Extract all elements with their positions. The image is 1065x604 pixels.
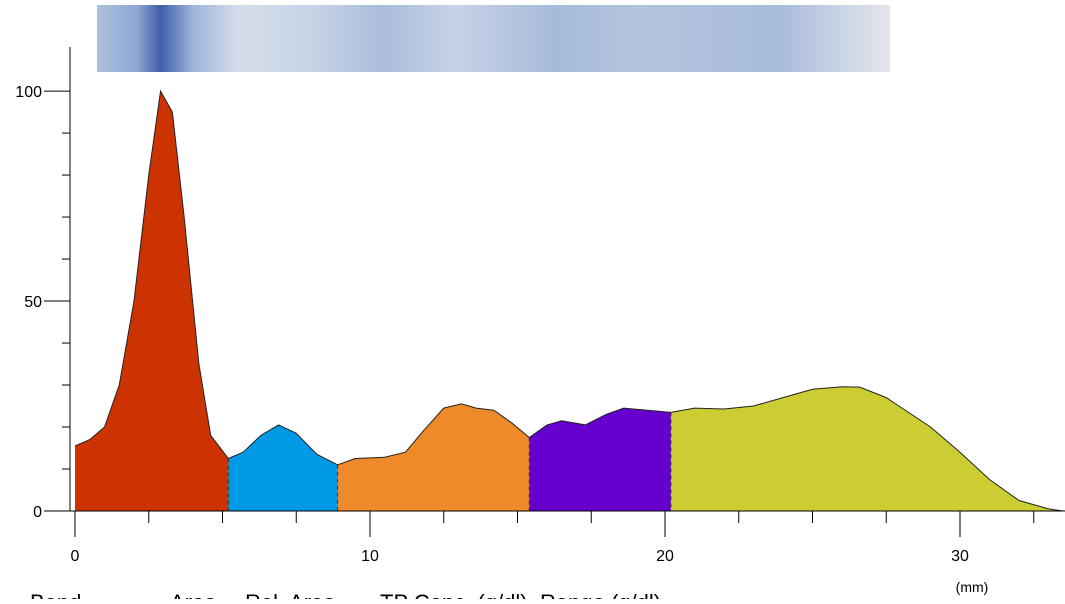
band-outline: [74, 89, 229, 459]
band-outline: [337, 403, 530, 466]
table-column-header: Band: [30, 590, 81, 599]
band-area: [75, 91, 229, 511]
band-outline: [670, 386, 1064, 512]
x-tick-label: 20: [656, 548, 674, 565]
band-area: [337, 403, 530, 511]
table-column-header: Range (g/dl): [540, 590, 661, 599]
table-column-header: TP Conc. (g/dl): [380, 590, 528, 599]
x-axis-label: (mm): [956, 579, 989, 595]
table-column-header: Area: [170, 590, 217, 599]
gel-image: [97, 5, 890, 72]
table-column-header: Rel. Area: [245, 590, 336, 599]
x-tick-label: 30: [951, 548, 969, 565]
y-tick-label: 100: [15, 84, 42, 101]
x-tick-label: 0: [71, 548, 80, 565]
y-tick-label: 50: [24, 294, 42, 311]
y-tick-label: 0: [33, 504, 42, 521]
plot: 0 50 100 0 10 20 30: [15, 47, 1065, 565]
band-outline: [529, 407, 671, 438]
x-tick-label: 10: [361, 548, 379, 565]
band-area: [228, 424, 338, 511]
band-outline: [228, 424, 338, 466]
band-area: [670, 386, 1064, 511]
band-area: [529, 408, 671, 511]
